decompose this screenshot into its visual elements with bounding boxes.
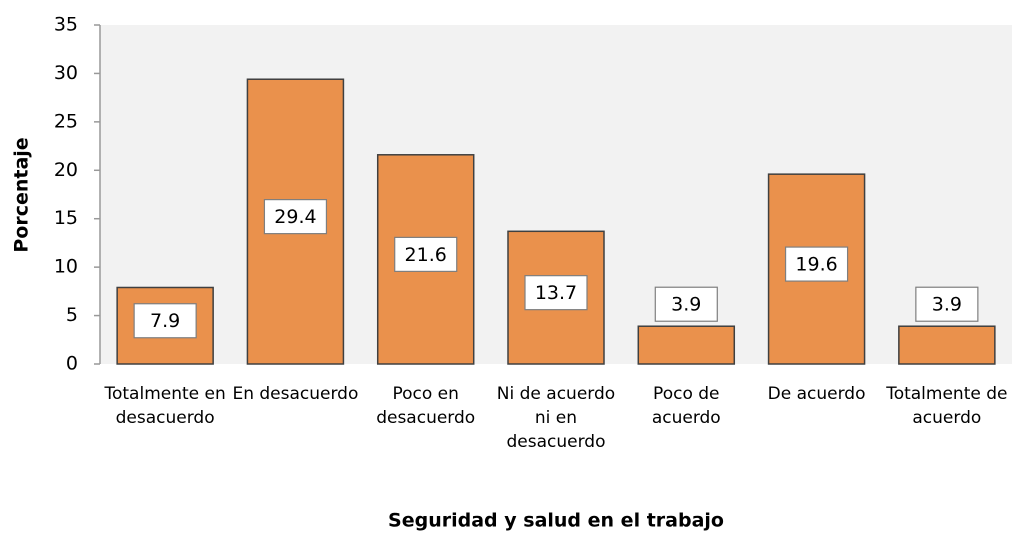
x-tick-label-box: Totalmente de acuerdo <box>886 384 1008 428</box>
x-tick-label: Totalmente de acuerdo <box>886 384 1008 428</box>
data-label-box <box>524 275 588 311</box>
x-tick-label-box: De acuerdo <box>767 384 866 404</box>
data-label-box <box>394 236 458 272</box>
data-label-box <box>654 286 718 322</box>
x-tick-label: Ni de acuerdo ni en desacuerdo <box>496 384 616 452</box>
data-label-box <box>784 246 849 282</box>
data-label: 13.7 <box>535 282 577 304</box>
y-tick-label: 5 <box>66 304 78 326</box>
x-tick-label-box: En desacuerdo <box>232 384 359 404</box>
data-label-box <box>915 286 979 322</box>
data-label: 7.9 <box>150 310 180 332</box>
x-tick-label: En desacuerdo <box>232 384 359 404</box>
y-axis-title: Porcentaje <box>11 137 33 252</box>
data-label-box <box>133 303 197 339</box>
bar <box>637 325 736 365</box>
bar <box>898 325 996 365</box>
x-tick-label-box: Totalmente en desacuerdo <box>104 384 226 428</box>
y-tick-label: 20 <box>54 159 78 181</box>
data-label: 19.6 <box>795 254 837 276</box>
data-label: 3.9 <box>932 294 962 316</box>
y-tick-label: 25 <box>54 110 78 132</box>
bar <box>246 78 345 365</box>
y-tick-label: 0 <box>66 353 78 375</box>
data-label: 29.4 <box>274 206 316 228</box>
x-tick-label: De acuerdo <box>767 384 866 404</box>
y-tick-label: 15 <box>54 207 78 229</box>
x-tick-label: Totalmente en desacuerdo <box>104 384 226 428</box>
data-label: 3.9 <box>671 294 701 316</box>
x-tick-label-box: Poco en desacuerdo <box>376 384 476 428</box>
x-tick-label-box: Poco de acuerdo <box>651 384 721 428</box>
y-tick-label: 10 <box>54 256 78 278</box>
x-tick-label-box: Ni de acuerdo ni en desacuerdo <box>496 384 616 452</box>
data-label-box <box>263 199 328 235</box>
x-tick-label: Poco en desacuerdo <box>376 384 476 428</box>
x-axis-title: Seguridad y salud en el trabajo <box>388 510 724 532</box>
x-tick-label: Poco de acuerdo <box>651 384 721 428</box>
data-label: 21.6 <box>405 244 447 266</box>
y-tick-label: 30 <box>54 62 78 84</box>
y-tick-label: 35 <box>54 14 78 36</box>
